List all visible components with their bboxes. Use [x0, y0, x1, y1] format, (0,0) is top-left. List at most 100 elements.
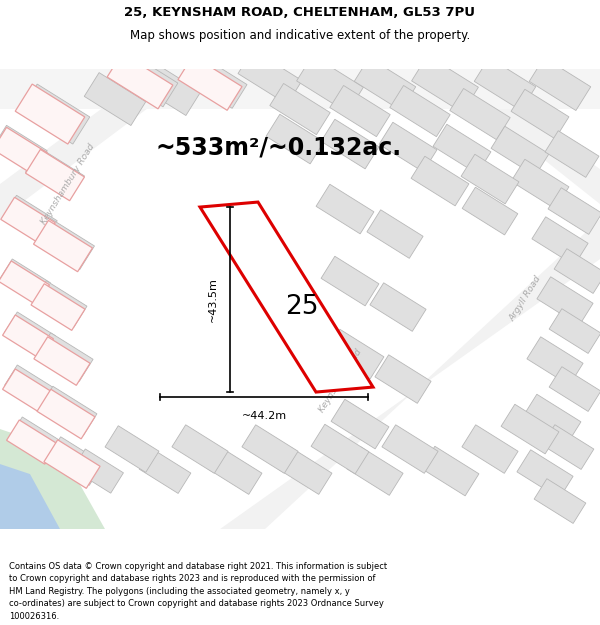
- Polygon shape: [0, 127, 47, 175]
- Polygon shape: [39, 386, 97, 436]
- Text: ~44.2m: ~44.2m: [241, 411, 287, 421]
- Polygon shape: [379, 122, 437, 172]
- Polygon shape: [200, 202, 373, 392]
- Polygon shape: [0, 69, 200, 219]
- Polygon shape: [2, 315, 53, 359]
- Polygon shape: [326, 329, 384, 379]
- Polygon shape: [172, 425, 228, 473]
- Text: Keynsham Road: Keynsham Road: [317, 348, 363, 414]
- Polygon shape: [511, 89, 569, 139]
- Polygon shape: [105, 426, 159, 472]
- Polygon shape: [112, 51, 178, 107]
- Text: Keynshambury Road: Keynshambury Road: [40, 142, 97, 226]
- Polygon shape: [491, 126, 549, 176]
- Polygon shape: [321, 256, 379, 306]
- Polygon shape: [321, 119, 379, 169]
- Polygon shape: [554, 249, 600, 293]
- Polygon shape: [10, 417, 61, 461]
- Polygon shape: [450, 89, 510, 139]
- Polygon shape: [529, 58, 591, 111]
- Polygon shape: [347, 447, 403, 496]
- Polygon shape: [0, 126, 47, 173]
- Polygon shape: [2, 369, 53, 413]
- Polygon shape: [296, 56, 364, 112]
- Polygon shape: [35, 218, 94, 270]
- Polygon shape: [474, 58, 536, 111]
- Polygon shape: [37, 332, 93, 381]
- Text: 100026316.: 100026316.: [9, 612, 59, 621]
- Polygon shape: [183, 54, 247, 108]
- Polygon shape: [5, 312, 55, 356]
- Polygon shape: [139, 62, 201, 116]
- Polygon shape: [316, 184, 374, 234]
- Polygon shape: [311, 424, 369, 474]
- Polygon shape: [527, 337, 583, 386]
- Polygon shape: [537, 277, 593, 326]
- Polygon shape: [501, 404, 559, 454]
- Polygon shape: [178, 56, 242, 110]
- Polygon shape: [354, 58, 416, 111]
- Text: ~43.5m: ~43.5m: [208, 277, 218, 322]
- Polygon shape: [511, 159, 569, 209]
- Polygon shape: [278, 448, 332, 494]
- Polygon shape: [73, 449, 124, 493]
- Polygon shape: [26, 148, 85, 200]
- Polygon shape: [139, 449, 191, 493]
- Polygon shape: [34, 221, 92, 272]
- Polygon shape: [534, 479, 586, 523]
- Polygon shape: [5, 365, 55, 409]
- Polygon shape: [270, 84, 330, 134]
- Polygon shape: [430, 69, 600, 204]
- Polygon shape: [34, 337, 90, 386]
- Polygon shape: [382, 425, 438, 473]
- Polygon shape: [411, 156, 469, 206]
- Polygon shape: [238, 50, 302, 104]
- Polygon shape: [0, 69, 600, 109]
- Polygon shape: [15, 84, 85, 144]
- Polygon shape: [462, 425, 518, 473]
- Polygon shape: [47, 437, 103, 486]
- Polygon shape: [545, 131, 599, 178]
- Text: to Crown copyright and database rights 2023 and is reproduced with the permissio: to Crown copyright and database rights 2…: [9, 574, 376, 583]
- Text: 25, KEYNSHAM ROAD, CHELTENHAM, GL53 7PU: 25, KEYNSHAM ROAD, CHELTENHAM, GL53 7PU: [125, 6, 476, 19]
- Polygon shape: [548, 188, 600, 234]
- Polygon shape: [370, 282, 426, 331]
- Polygon shape: [208, 448, 262, 494]
- Text: ~533m²/~0.132ac.: ~533m²/~0.132ac.: [155, 135, 401, 159]
- Polygon shape: [390, 86, 450, 137]
- Text: Contains OS data © Crown copyright and database right 2021. This information is : Contains OS data © Crown copyright and d…: [9, 562, 387, 571]
- Polygon shape: [532, 217, 588, 266]
- Polygon shape: [7, 420, 58, 464]
- Text: 25: 25: [285, 294, 319, 320]
- Polygon shape: [331, 399, 389, 449]
- Polygon shape: [412, 56, 478, 112]
- Polygon shape: [433, 124, 491, 174]
- Polygon shape: [44, 440, 100, 488]
- Polygon shape: [3, 196, 57, 242]
- Polygon shape: [33, 281, 87, 328]
- Text: Map shows position and indicative extent of the property.: Map shows position and indicative extent…: [130, 29, 470, 42]
- Polygon shape: [84, 72, 146, 126]
- Text: co-ordinates) are subject to Crown copyright and database rights 2023 Ordnance S: co-ordinates) are subject to Crown copyr…: [9, 599, 384, 609]
- Polygon shape: [367, 210, 423, 258]
- Polygon shape: [517, 450, 573, 498]
- Polygon shape: [523, 394, 581, 444]
- Polygon shape: [330, 86, 390, 137]
- Polygon shape: [462, 188, 518, 235]
- Polygon shape: [37, 389, 95, 439]
- Polygon shape: [461, 154, 519, 204]
- Polygon shape: [0, 259, 50, 303]
- Text: Argyll Road: Argyll Road: [508, 274, 542, 324]
- Polygon shape: [421, 446, 479, 496]
- Polygon shape: [0, 261, 49, 305]
- Polygon shape: [549, 367, 600, 411]
- Polygon shape: [107, 53, 173, 109]
- Polygon shape: [1, 198, 55, 245]
- Polygon shape: [375, 355, 431, 403]
- Polygon shape: [549, 309, 600, 353]
- Polygon shape: [0, 429, 105, 529]
- Polygon shape: [26, 149, 85, 201]
- Polygon shape: [220, 219, 600, 529]
- Polygon shape: [266, 114, 324, 164]
- Polygon shape: [0, 464, 60, 529]
